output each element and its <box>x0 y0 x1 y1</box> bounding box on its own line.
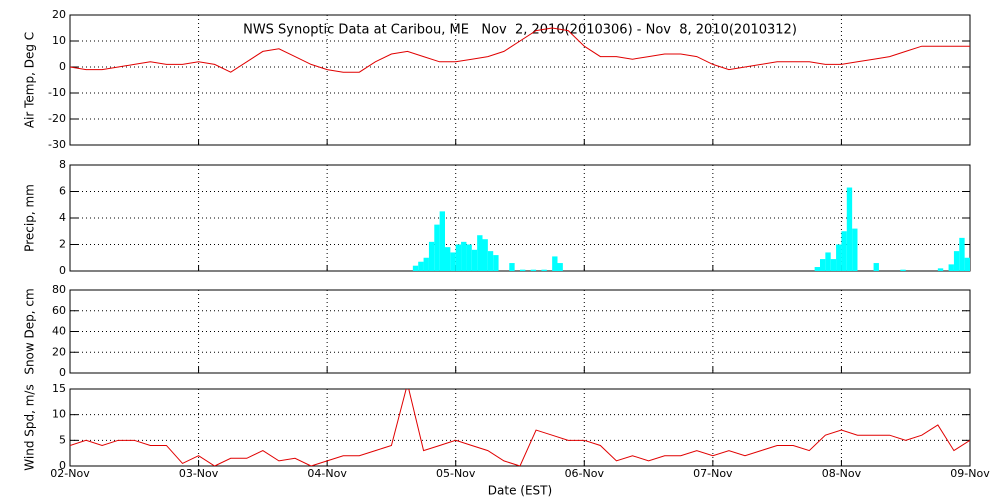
bar <box>841 231 847 271</box>
bar <box>814 267 820 271</box>
x-tick-label: 08-Nov <box>822 467 862 480</box>
bar <box>466 244 472 271</box>
y-tick-label: 2 <box>59 238 66 251</box>
bar <box>445 247 451 271</box>
y-tick-label: 20 <box>52 345 66 358</box>
plot-frame <box>69 388 971 467</box>
y-tick-label: 8 <box>59 158 66 171</box>
bar <box>428 241 435 271</box>
bar <box>471 249 478 271</box>
bar <box>846 187 853 271</box>
x-tick-label: 02-Nov <box>50 467 90 480</box>
y-tick-label: 0 <box>59 366 66 379</box>
bar <box>520 269 526 271</box>
x-tick-label: 07-Nov <box>693 467 733 480</box>
y-tick-label: 0 <box>59 264 66 277</box>
x-tick-label: 05-Nov <box>436 467 476 480</box>
plot-frame <box>69 14 971 146</box>
bar <box>830 259 837 271</box>
bar <box>959 237 965 271</box>
y-tick-label: 10 <box>52 408 66 421</box>
bar <box>852 228 858 271</box>
bar <box>552 256 558 271</box>
y-axis-label: Air Temp, Deg C <box>23 32 37 128</box>
y-tick-label: 6 <box>59 185 66 198</box>
bar <box>873 263 879 271</box>
bar <box>948 264 954 271</box>
plot-frame <box>69 289 971 374</box>
bar <box>482 239 488 271</box>
bar <box>820 259 826 271</box>
y-tick-label: 60 <box>52 304 66 317</box>
y-axis-label: Snow Dep, cm <box>23 288 37 374</box>
bar <box>487 251 494 271</box>
bar <box>439 211 445 271</box>
bar <box>530 269 537 271</box>
line <box>70 27 970 73</box>
bar <box>953 251 960 271</box>
x-tick-label: 04-Nov <box>307 467 347 480</box>
bar <box>477 235 483 271</box>
y-tick-label: 15 <box>52 382 66 395</box>
y-tick-label: -10 <box>48 86 66 99</box>
bar <box>423 257 429 271</box>
chart-title: NWS Synoptic Data at Caribou, ME Nov 2, … <box>243 23 797 38</box>
y-tick-label: 10 <box>52 34 66 47</box>
bar <box>836 244 842 271</box>
bar <box>493 255 499 271</box>
y-tick-label: 0 <box>59 60 66 73</box>
bar <box>825 252 831 271</box>
bar <box>455 244 462 271</box>
y-tick-label: -30 <box>48 138 66 151</box>
line <box>70 389 970 466</box>
x-tick-label: 09-Nov <box>950 467 990 480</box>
bar <box>937 268 944 271</box>
y-tick-label: 4 <box>59 211 66 224</box>
y-axis-label: Precip, mm <box>23 184 37 252</box>
x-tick-label: 03-Nov <box>179 467 219 480</box>
bar <box>450 252 456 271</box>
bar <box>418 261 424 271</box>
bar <box>541 269 547 271</box>
y-tick-label: 40 <box>52 325 66 338</box>
bar <box>461 241 467 271</box>
x-axis-label: Date (EST) <box>488 484 552 498</box>
y-tick-label: 5 <box>59 433 66 446</box>
y-tick-label: 80 <box>52 283 66 296</box>
bar <box>557 263 563 271</box>
y-tick-label: 0 <box>59 459 66 472</box>
bar <box>900 269 906 271</box>
y-axis-label: Wind Spd, m/s <box>23 384 37 470</box>
y-tick-label: -20 <box>48 112 66 125</box>
bar <box>509 263 515 271</box>
bar <box>412 265 419 271</box>
y-tick-label: 20 <box>52 8 66 21</box>
bar <box>964 257 970 271</box>
x-tick-label: 06-Nov <box>565 467 605 480</box>
bar <box>434 224 440 271</box>
